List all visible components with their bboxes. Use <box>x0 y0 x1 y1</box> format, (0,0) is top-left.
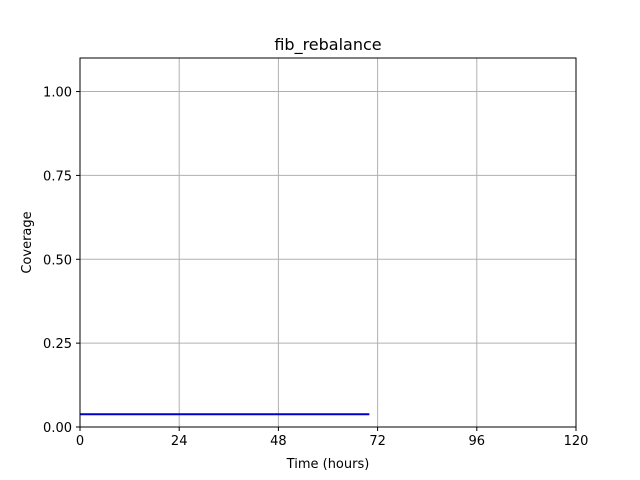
x-tick-label: 48 <box>270 434 287 449</box>
y-tick-label: 0.25 <box>43 337 72 352</box>
y-tick-label: 0.50 <box>43 253 72 268</box>
chart-title: fib_rebalance <box>274 35 381 55</box>
y-axis-title: Coverage <box>20 211 35 273</box>
x-tick-label: 120 <box>564 434 589 449</box>
x-tick-label: 24 <box>171 434 188 449</box>
y-tick-label: 0.75 <box>43 169 72 184</box>
y-tick-label: 0.00 <box>43 421 72 436</box>
x-tick-label: 0 <box>76 434 84 449</box>
x-tick-label: 96 <box>469 434 486 449</box>
x-axis-title: Time (hours) <box>286 457 370 472</box>
y-tick-label: 1.00 <box>43 86 72 101</box>
x-tick-label: 72 <box>369 434 386 449</box>
tick-layer: 0 24 48 72 96 120 0.00 0.25 0.50 0.75 1.00 <box>43 86 588 449</box>
plot-frame <box>79 57 577 428</box>
